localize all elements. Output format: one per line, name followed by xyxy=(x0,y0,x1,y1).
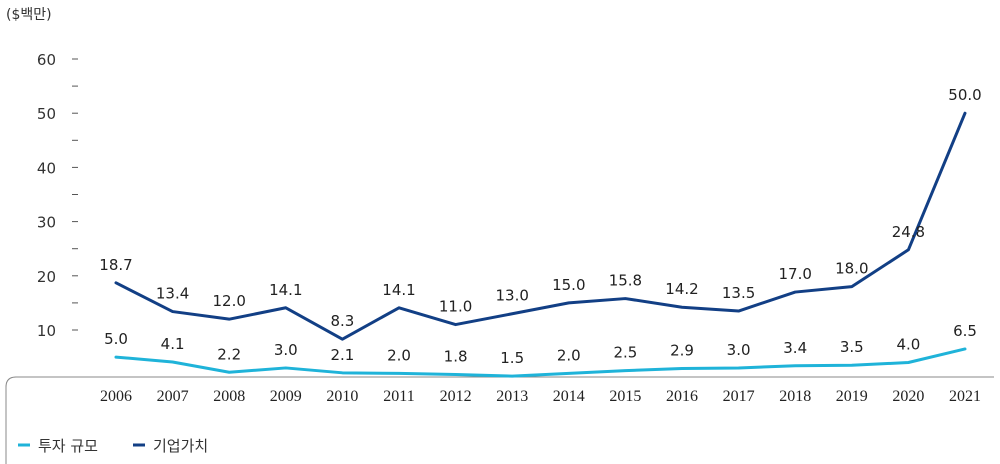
data-label: 8.3 xyxy=(330,312,354,330)
data-label: 2.2 xyxy=(217,345,241,363)
y-tick-label: 50 xyxy=(37,105,56,123)
data-label: 3.5 xyxy=(840,338,864,356)
data-label: 1.5 xyxy=(500,349,524,367)
x-tick-label: 2009 xyxy=(270,388,302,405)
y-tick-label: 40 xyxy=(37,159,56,177)
data-label: 5.0 xyxy=(104,330,128,348)
data-label: 14.1 xyxy=(382,281,415,299)
x-tick-label: 2015 xyxy=(609,388,641,405)
data-label: 2.9 xyxy=(670,341,694,359)
y-tick-label: 60 xyxy=(37,51,56,69)
x-tick-label: 2018 xyxy=(779,388,811,405)
data-label: 15.0 xyxy=(552,276,585,294)
legend-label: 투자 규모 xyxy=(38,437,98,455)
data-label: 18.0 xyxy=(835,260,868,278)
x-tick-label: 2007 xyxy=(157,388,189,405)
plot-frame-border xyxy=(5,376,994,464)
x-tick-label: 2006 xyxy=(100,388,132,405)
data-label: 15.8 xyxy=(609,272,642,290)
data-label: 2.5 xyxy=(613,344,637,362)
data-label: 2.1 xyxy=(330,346,354,364)
y-axis-unit-label: ($백만) xyxy=(6,7,52,23)
x-tick-label: 2020 xyxy=(892,388,924,405)
data-label: 14.2 xyxy=(665,280,698,298)
y-tick-label: 10 xyxy=(37,322,56,340)
data-label: 50.0 xyxy=(948,86,981,104)
series-line xyxy=(114,347,967,378)
data-label: 3.0 xyxy=(727,341,751,359)
y-tick-label: 30 xyxy=(37,214,56,232)
data-label: 3.0 xyxy=(274,341,298,359)
data-label: 2.0 xyxy=(557,346,581,364)
y-axis: 10 20 30 40 50 60 xyxy=(37,51,78,340)
data-label: 18.7 xyxy=(99,256,132,274)
x-axis: 2006 2007 2008 2009 2010 2011 2012 2013 2014 2015… xyxy=(5,376,994,464)
x-tick-label: 2011 xyxy=(383,388,414,405)
x-tick-label: 2021 xyxy=(949,388,981,405)
data-label: 17.0 xyxy=(778,265,811,283)
x-tick-label: 2010 xyxy=(326,388,358,405)
series-investment: 5.0 4.1 2.2 3.0 2.1 2.0 1.8 1.5 2.0 2.5 2.9 3.0 3.4 3… xyxy=(104,322,977,378)
data-label: 13.0 xyxy=(495,287,528,305)
series-valuation: 18.7 13.4 12.0 14.1 8.3 14.1 11.0 13.0 15.0 15.8 1… xyxy=(99,86,982,341)
data-label: 2.0 xyxy=(387,346,411,364)
series-line xyxy=(114,111,967,341)
data-label: 3.4 xyxy=(783,339,807,357)
series-layer: 5.0 4.1 2.2 3.0 2.1 2.0 1.8 1.5 2.0 2.5 2.9 3.0 3.4 3… xyxy=(99,86,982,378)
legend-label: 기업가치 xyxy=(153,437,208,455)
y-tick-label: 20 xyxy=(37,268,56,286)
data-label: 6.5 xyxy=(953,322,977,340)
data-label: 13.4 xyxy=(156,285,189,303)
data-label: 11.0 xyxy=(439,298,472,316)
x-tick-label: 2014 xyxy=(553,388,585,405)
x-tick-label: 2016 xyxy=(666,388,698,405)
x-tick-label: 2012 xyxy=(440,388,472,405)
data-label: 12.0 xyxy=(212,292,245,310)
data-label: 4.0 xyxy=(896,336,920,354)
legend: 투자 규모 기업가치 xyxy=(18,437,208,455)
x-tick-label: 2013 xyxy=(496,388,528,405)
data-label: 24.8 xyxy=(892,223,925,241)
data-label: 14.1 xyxy=(269,281,302,299)
data-label: 1.8 xyxy=(444,347,468,365)
data-label: 4.1 xyxy=(161,335,185,353)
x-tick-label: 2019 xyxy=(836,388,868,405)
data-label: 13.5 xyxy=(722,284,755,302)
x-tick-label: 2017 xyxy=(723,388,755,405)
x-tick-label: 2008 xyxy=(213,388,245,405)
